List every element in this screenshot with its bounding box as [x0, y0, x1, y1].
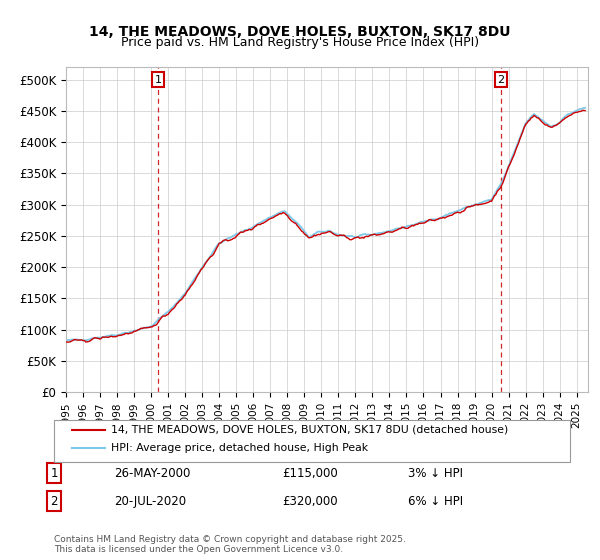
Text: 14, THE MEADOWS, DOVE HOLES, BUXTON, SK17 8DU: 14, THE MEADOWS, DOVE HOLES, BUXTON, SK1…	[89, 25, 511, 39]
Text: 26-MAY-2000: 26-MAY-2000	[114, 466, 190, 480]
Text: HPI: Average price, detached house, High Peak: HPI: Average price, detached house, High…	[111, 443, 368, 453]
Text: £115,000: £115,000	[282, 466, 338, 480]
Text: Contains HM Land Registry data © Crown copyright and database right 2025.
This d: Contains HM Land Registry data © Crown c…	[54, 535, 406, 554]
Text: 2: 2	[50, 494, 58, 508]
Text: 6% ↓ HPI: 6% ↓ HPI	[408, 494, 463, 508]
Text: 3% ↓ HPI: 3% ↓ HPI	[408, 466, 463, 480]
Text: 14, THE MEADOWS, DOVE HOLES, BUXTON, SK17 8DU (detached house): 14, THE MEADOWS, DOVE HOLES, BUXTON, SK1…	[111, 424, 508, 435]
Text: 20-JUL-2020: 20-JUL-2020	[114, 494, 186, 508]
Text: 2: 2	[497, 74, 505, 85]
Text: £320,000: £320,000	[282, 494, 338, 508]
Text: Price paid vs. HM Land Registry's House Price Index (HPI): Price paid vs. HM Land Registry's House …	[121, 36, 479, 49]
Text: 1: 1	[154, 74, 161, 85]
Text: 1: 1	[50, 466, 58, 480]
